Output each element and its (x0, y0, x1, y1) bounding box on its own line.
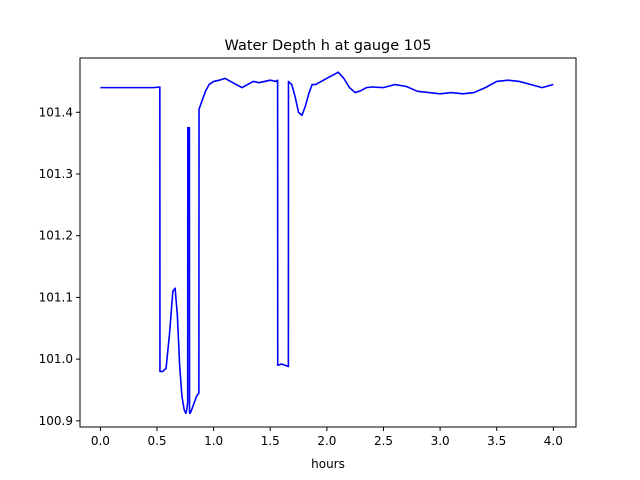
y-tick-label: 100.9 (39, 414, 73, 428)
x-tick-label: 0.5 (147, 434, 166, 448)
series-line-0 (100, 71, 554, 415)
y-axis: 100.9 101.0 101.1 101.2 101.3 101.4 (39, 105, 80, 428)
y-tick-label: 101.4 (39, 105, 73, 119)
x-tick-label: 2.0 (317, 434, 336, 448)
x-tick-label: 3.5 (487, 434, 506, 448)
chart-title: Water Depth h at gauge 105 (225, 38, 432, 54)
plot-area (100, 71, 554, 415)
plot-frame (79, 57, 577, 428)
y-tick-label: 101.1 (39, 290, 73, 304)
x-tick-label: 1.0 (204, 434, 223, 448)
x-tick-label: 1.5 (261, 434, 280, 448)
x-axis: 0.0 0.5 1.0 1.5 2.0 2.5 3.0 3.5 4.0 (91, 427, 563, 448)
x-tick-label: 4.0 (544, 434, 563, 448)
x-axis-label: hours (311, 457, 345, 471)
x-tick-label: 3.0 (431, 434, 450, 448)
y-tick-label: 101.2 (39, 229, 73, 243)
x-tick-label: 0.0 (91, 434, 110, 448)
y-tick-label: 101.3 (39, 167, 73, 181)
y-tick-label: 101.0 (39, 352, 73, 366)
x-tick-label: 2.5 (374, 434, 393, 448)
